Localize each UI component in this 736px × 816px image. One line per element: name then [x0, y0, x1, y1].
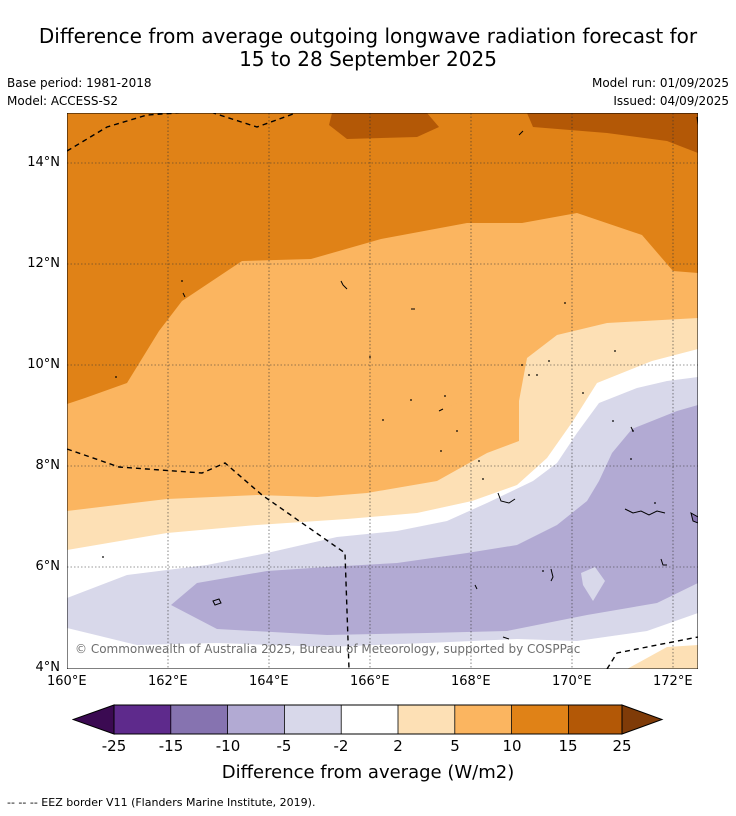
lon-label-170e: 170°E — [552, 674, 592, 689]
colorbar-label-2: 2 — [393, 737, 403, 755]
band-neg-2-5-patch — [581, 567, 605, 601]
band-15-25-patch-a — [329, 113, 439, 139]
lon-label-166e: 166°E — [350, 674, 390, 689]
lon-label-172e: 172°E — [653, 674, 693, 689]
eez-border-legend: -- -- -- EEZ border V11 (Flanders Marine… — [7, 796, 316, 809]
olr-anomaly-map: © Commonwealth of Australia 2025, Bureau… — [67, 113, 698, 669]
colorbar-label-neg5: -5 — [276, 737, 292, 755]
base-period: Base period: 1981-2018 — [7, 76, 152, 90]
lat-label-12n: 12°N — [27, 256, 60, 271]
colorbar-label-5: 5 — [450, 737, 460, 755]
lon-label-160e: 160°E — [47, 674, 87, 689]
map-title-line2: 15 to 28 September 2025 — [239, 47, 497, 71]
colorbar-swatch-3 — [227, 705, 285, 734]
band-2-5-patch — [627, 645, 698, 669]
copyright-note: © Commonwealth of Australia 2025, Bureau… — [75, 642, 580, 656]
colorbar-swatch-7 — [454, 705, 512, 734]
band-15-25-patch-b — [527, 113, 698, 153]
model-name: Model: ACCESS-S2 — [7, 94, 119, 108]
lon-label-164e: 164°E — [249, 674, 289, 689]
colorbar-label-25: 25 — [612, 737, 632, 755]
colorbar-swatch-9 — [568, 705, 622, 734]
band-neg-5-10 — [171, 405, 698, 635]
colorbar-label-neg10: -10 — [215, 737, 241, 755]
colorbar-swatch-4 — [284, 705, 342, 734]
atoll-dots — [102, 280, 656, 572]
colorbar-max-extend — [621, 704, 664, 735]
colorbar-swatch-5 — [341, 705, 398, 734]
colorbar-label-10: 10 — [502, 737, 522, 755]
colorbar-swatch-8 — [511, 705, 569, 734]
colorbar-swatch-1 — [114, 705, 171, 734]
colorbar-label-neg25: -25 — [101, 737, 127, 755]
colorbar-min-extend — [72, 704, 115, 735]
colorbar — [72, 704, 664, 735]
lon-label-162e: 162°E — [148, 674, 188, 689]
issued-date: Issued: 04/09/2025 — [613, 94, 729, 108]
graticule — [67, 113, 698, 669]
colorbar-label-neg15: -15 — [158, 737, 184, 755]
colorbar-swatch-6 — [398, 705, 455, 734]
lon-label-168e: 168°E — [451, 674, 491, 689]
colorbar-label-neg2: -2 — [333, 737, 349, 755]
map-title-line1: Difference from average outgoing longwav… — [38, 24, 698, 48]
band-5-10-patch — [447, 401, 475, 413]
eez-border-lines — [67, 113, 698, 669]
colorbar-swatch-2 — [170, 705, 228, 734]
lat-label-10n: 10°N — [27, 357, 60, 372]
lat-label-4n: 4°N — [35, 660, 61, 675]
colorbar-label-15: 15 — [558, 737, 578, 755]
model-run: Model run: 01/09/2025 — [591, 76, 729, 90]
lat-label-8n: 8°N — [35, 458, 61, 473]
lat-label-14n: 14°N — [27, 155, 60, 170]
lat-label-6n: 6°N — [35, 559, 61, 574]
colorbar-title: Difference from average (W/m2) — [221, 762, 515, 783]
